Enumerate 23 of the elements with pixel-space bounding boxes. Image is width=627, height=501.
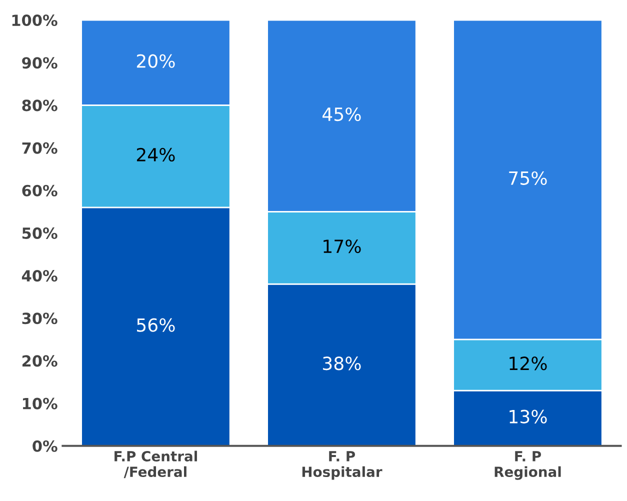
y-tick-label: 10% bbox=[22, 398, 58, 410]
data-label: 38% bbox=[323, 356, 361, 370]
data-label: 13% bbox=[510, 410, 547, 424]
y-tick-label: 30% bbox=[22, 312, 58, 324]
data-label: 12% bbox=[510, 356, 547, 370]
data-label: 75% bbox=[509, 171, 547, 185]
data-label: 24% bbox=[136, 148, 175, 162]
data-label: 17% bbox=[324, 239, 361, 254]
x-tick-label: F. P Regional bbox=[494, 451, 561, 480]
y-tick-label: 100% bbox=[12, 14, 58, 26]
y-tick-label: 90% bbox=[22, 57, 58, 69]
x-tick-label: F. P Hospitalar bbox=[302, 451, 382, 480]
y-tick-label: 60% bbox=[22, 184, 58, 196]
data-label: 45% bbox=[322, 107, 361, 122]
y-tick-label: 20% bbox=[22, 355, 58, 367]
data-label: 20% bbox=[136, 54, 175, 68]
y-tick-label: 80% bbox=[22, 100, 58, 112]
y-tick-label: 0% bbox=[32, 440, 58, 452]
x-tick-label: F.P Central /Federal bbox=[114, 450, 197, 478]
y-tick-label: 40% bbox=[22, 270, 58, 282]
data-label: 56% bbox=[137, 318, 175, 332]
y-tick-label: 50% bbox=[22, 227, 58, 239]
y-tick-label: 70% bbox=[22, 142, 58, 154]
